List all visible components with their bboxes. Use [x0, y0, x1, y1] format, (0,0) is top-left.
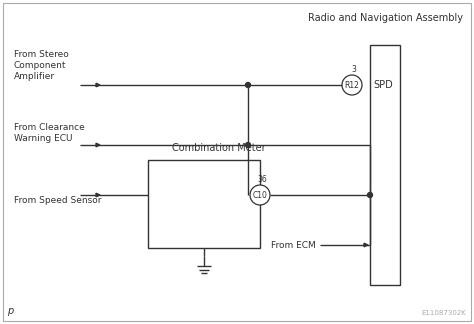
- Text: From ECM: From ECM: [271, 241, 316, 250]
- Bar: [148, 160, 260, 248]
- Text: SPD: SPD: [373, 80, 393, 90]
- Text: From Stereo
Component
Amplifier: From Stereo Component Amplifier: [14, 50, 69, 81]
- Text: R12: R12: [345, 81, 359, 90]
- Text: C10: C10: [253, 191, 267, 200]
- Text: From Clearance
Warning ECU: From Clearance Warning ECU: [14, 123, 85, 143]
- Polygon shape: [364, 243, 368, 247]
- Bar: [370, 45, 400, 285]
- Text: E11087302K: E11087302K: [421, 310, 466, 316]
- Text: Combination Meter: Combination Meter: [172, 143, 266, 153]
- Circle shape: [246, 143, 250, 147]
- Circle shape: [250, 185, 270, 205]
- Text: Radio and Navigation Assembly: Radio and Navigation Assembly: [309, 13, 464, 23]
- Text: From Speed Sensor: From Speed Sensor: [14, 196, 101, 205]
- Circle shape: [367, 192, 373, 198]
- Polygon shape: [96, 193, 100, 197]
- Circle shape: [246, 83, 250, 87]
- Circle shape: [342, 75, 362, 95]
- Text: p: p: [7, 306, 13, 316]
- Polygon shape: [96, 143, 100, 147]
- Text: 36: 36: [257, 175, 267, 183]
- Text: 3: 3: [352, 64, 356, 74]
- Polygon shape: [96, 83, 100, 87]
